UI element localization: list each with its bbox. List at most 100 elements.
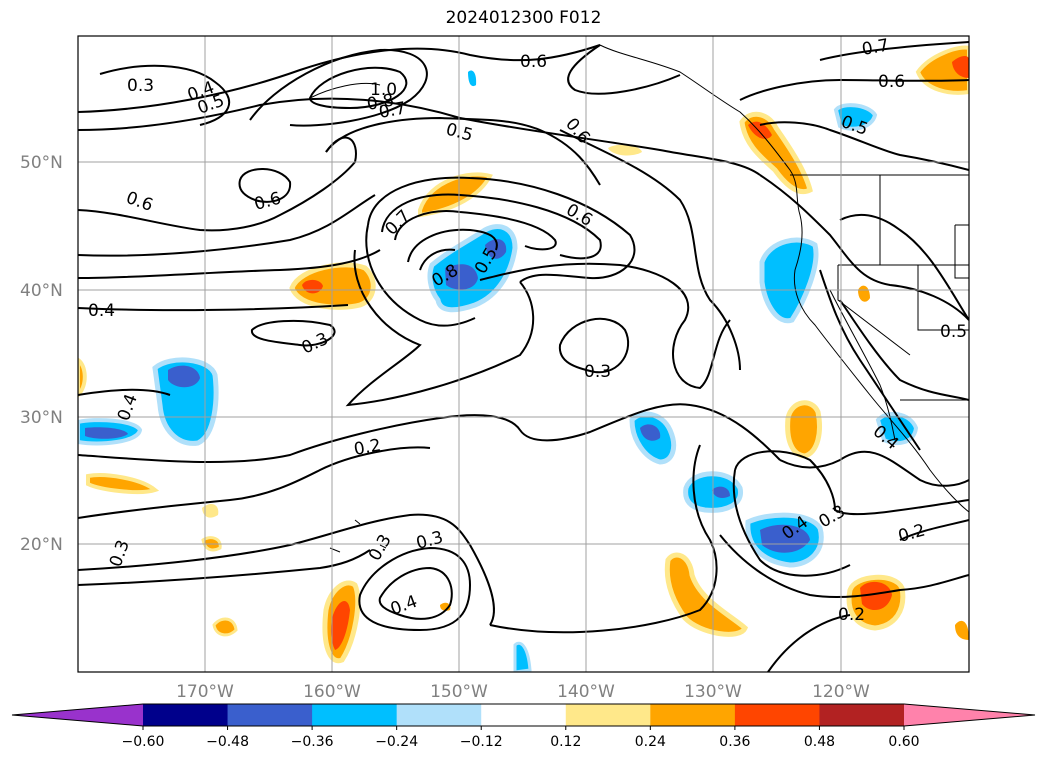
contour-line <box>78 446 431 519</box>
shading-orange <box>785 400 822 459</box>
coastline <box>309 82 381 99</box>
lon-label: 150°W <box>430 682 488 702</box>
lon-label: 130°W <box>684 682 742 702</box>
colorbar-tick-label: −0.24 <box>375 734 418 750</box>
coastline <box>954 225 969 279</box>
latitude-labels: 50°N 40°N 30°N 20°N <box>20 153 63 555</box>
contour-line <box>739 78 969 101</box>
contour-line <box>78 304 349 312</box>
shading-darkblue <box>712 486 730 498</box>
contour-line <box>365 224 476 327</box>
contour-line <box>419 248 456 271</box>
contour-line <box>99 64 231 126</box>
coastline <box>917 265 969 331</box>
colorbar-tick-label: 0.48 <box>804 734 835 750</box>
lat-label: 40°N <box>20 281 63 301</box>
lon-label: 120°W <box>812 682 870 702</box>
colorbar-segment <box>312 704 398 726</box>
shading-darkblue <box>85 427 128 439</box>
colorbar-segment <box>650 704 736 726</box>
shading-blue <box>833 103 878 131</box>
shading-orange <box>212 617 238 637</box>
coastline <box>837 265 911 356</box>
contour-line <box>78 388 171 396</box>
coastlines <box>309 44 969 553</box>
contour-line <box>819 269 921 451</box>
contour-line <box>78 403 781 464</box>
shading-orange <box>78 357 87 398</box>
colorbar-segment <box>143 704 229 726</box>
contour-line <box>734 450 969 516</box>
gridlines <box>78 36 969 672</box>
contour-line <box>839 213 969 321</box>
contour-line <box>558 317 630 374</box>
colorbar-segment <box>565 704 651 726</box>
contour-line <box>407 228 498 263</box>
lon-label: 140°W <box>557 682 615 702</box>
shading-red <box>952 56 969 78</box>
contour-line <box>759 174 969 321</box>
coastline <box>829 289 896 441</box>
colorbar-tick-label: 0.12 <box>550 734 581 750</box>
shading-orange <box>202 504 219 518</box>
map-frame <box>77 35 970 673</box>
longitude-labels: 170°W 160°W 150°W 140°W 130°W 120°W <box>176 682 870 702</box>
colorbar-tick-label: 0.36 <box>719 734 750 750</box>
contour-line <box>78 513 471 571</box>
anomaly-shading <box>78 45 969 672</box>
contour-line <box>78 194 376 257</box>
contour-label: 0.6 <box>520 52 547 72</box>
contour-line <box>78 44 601 113</box>
shading-orange <box>955 620 969 640</box>
contour-line <box>767 614 851 672</box>
contour-label: 0.3 <box>127 76 154 96</box>
contour-line <box>78 136 357 232</box>
lon-label: 160°W <box>303 682 361 702</box>
contour-line <box>567 44 681 95</box>
colorbar-segment <box>904 704 1035 726</box>
contour-line <box>469 544 495 626</box>
shading-darkblue <box>640 424 661 441</box>
contour-line <box>394 210 557 251</box>
colorbar-tick-label: 0.24 <box>635 734 666 750</box>
contour-label: 1.0 <box>370 80 397 100</box>
shading-orange <box>86 473 160 494</box>
map-plot-area: 0.3 0.4 0.5 1.0 0.8 0.7 0.6 0.5 0.6 0.7 … <box>78 36 969 672</box>
contour-label: 0.3 <box>584 362 611 382</box>
contour-label: 0.6 <box>878 72 905 92</box>
colorbar-tick-label: 0.60 <box>888 734 919 750</box>
contour-label: 0.8 <box>365 91 395 115</box>
lat-label: 50°N <box>20 153 63 173</box>
contour-line <box>78 97 761 176</box>
colorbar-segment <box>12 704 143 726</box>
shading-orange <box>608 144 642 156</box>
colorbar-tick-label: −0.60 <box>122 734 165 750</box>
contour-line <box>839 299 969 401</box>
colorbar-tick-label: −0.12 <box>460 734 503 750</box>
shading-darkblue <box>168 365 200 388</box>
contour-line <box>367 176 636 283</box>
colorbar-segment <box>396 704 482 726</box>
contour-line <box>325 116 601 186</box>
contour-line <box>559 129 741 371</box>
contour-lines <box>78 41 969 672</box>
contour-line <box>345 249 535 407</box>
shading-orange <box>289 262 376 310</box>
contour-line <box>899 519 969 541</box>
contour-line <box>479 262 731 390</box>
contour-label: 0.4 <box>88 301 115 321</box>
shading-red <box>330 600 350 650</box>
colorbar-segment <box>734 704 820 726</box>
shading-blue <box>759 237 819 324</box>
contour-label: 0.5 <box>940 322 967 342</box>
contour-line <box>308 66 408 110</box>
shading-blue <box>468 70 477 87</box>
contour-line <box>819 41 969 61</box>
lat-label: 20°N <box>20 535 63 555</box>
contour-label: 0.7 <box>860 36 890 60</box>
shading-red <box>860 581 892 611</box>
contour-line <box>249 48 428 127</box>
contour-label: 0.7 <box>377 99 407 123</box>
contour-line <box>489 444 718 634</box>
